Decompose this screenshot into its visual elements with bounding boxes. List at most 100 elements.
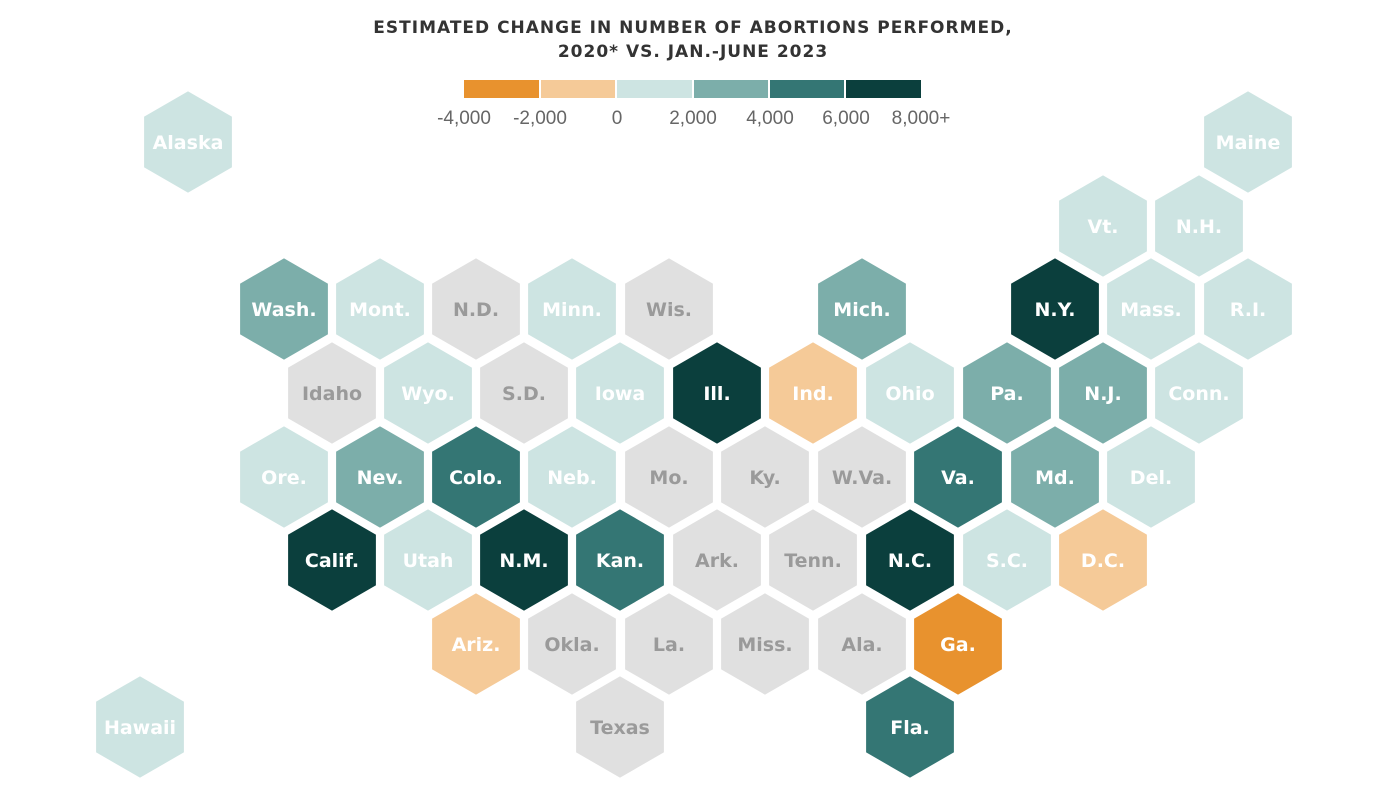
legend-tick-label: 0 [611,108,623,129]
state-label: Kan. [596,550,644,572]
state-hex-maine: Maine [1200,86,1296,198]
state-hex-shape [765,337,861,449]
state-hex-n-c: N.C. [862,504,958,616]
state-hex-utah: Utah [380,504,476,616]
state-label: N.J. [1084,383,1121,405]
state-label: Mass. [1120,299,1182,321]
state-hex-shape [524,253,620,365]
state-label: Ga. [940,634,976,656]
state-hex-md: Md. [1007,421,1103,533]
legend-tick-label: -2,000 [513,108,567,129]
state-hex-okla: Okla. [524,588,620,700]
state-label: Ill. [703,383,730,405]
state-hex-shape [236,421,332,533]
state-hex-shape [910,421,1006,533]
state-label: Ky. [749,467,780,489]
state-label: Del. [1130,467,1172,489]
legend-swatch-6 [846,80,921,98]
state-hex-mass: Mass. [1103,253,1199,365]
state-hex-shape [1055,170,1151,282]
state-hex-shape [862,337,958,449]
state-label: Alaska [153,132,224,154]
state-label: Utah [403,550,454,572]
state-label: Md. [1035,467,1075,489]
chart-title: ESTIMATED CHANGE IN NUMBER OF ABORTIONS … [0,16,1386,64]
state-label: N.M. [499,550,548,572]
state-label: Minn. [542,299,602,321]
state-label: Va. [941,467,975,489]
state-hex-shape [428,421,524,533]
state-hex-va: Va. [910,421,1006,533]
state-hex-texas: Texas [572,671,668,783]
state-hex-shape [284,504,380,616]
state-hex-shape [92,671,188,783]
state-hex-shape [1055,504,1151,616]
state-hex-s-d: S.D. [476,337,572,449]
state-hex-fla: Fla. [862,671,958,783]
state-hex-n-j: N.J. [1055,337,1151,449]
state-hex-shape [959,337,1055,449]
state-hex-shape [814,421,910,533]
state-label: S.C. [986,550,1028,572]
state-hex-conn: Conn. [1151,337,1247,449]
state-hex-mo: Mo. [621,421,717,533]
state-hex-mich: Mich. [814,253,910,365]
state-hex-iowa: Iowa [572,337,668,449]
state-label: Pa. [990,383,1023,405]
state-hex-ohio: Ohio [862,337,958,449]
state-hex-shape [524,588,620,700]
state-label: Neb. [547,467,597,489]
state-hex-shape [1103,421,1199,533]
state-hex-n-h: N.H. [1151,170,1247,282]
state-hex-shape [814,588,910,700]
state-label: W.Va. [832,467,892,489]
legend-swatch-1 [464,80,539,98]
state-hex-shape [910,588,1006,700]
legend-swatch-3 [617,80,692,98]
state-label: Iowa [595,383,646,405]
state-hex-calif: Calif. [284,504,380,616]
state-label: Wyo. [401,383,455,405]
state-label: Hawaii [104,717,176,739]
state-hex-shape [669,337,765,449]
state-hex-shape [1151,170,1247,282]
state-label: Ark. [695,550,739,572]
color-legend: -4,000 -2,000 0 2,000 4,000 6,000 8,000+ [0,80,1400,140]
state-label: Tenn. [784,550,842,572]
state-hex-ala: Ala. [814,588,910,700]
state-hex-shape [765,504,861,616]
legend-tick-label: 2,000 [669,108,717,129]
legend-tick-label: 8,000+ [891,108,951,129]
state-label: N.H. [1176,216,1222,238]
state-hex-shape [814,253,910,365]
state-hex-mont: Mont. [332,253,428,365]
state-hex-shape [1007,253,1103,365]
state-hex-ky: Ky. [717,421,813,533]
state-label: Conn. [1168,383,1229,405]
state-label: Ind. [792,383,833,405]
state-hex-wis: Wis. [621,253,717,365]
state-hex-tenn: Tenn. [765,504,861,616]
state-hex-pa: Pa. [959,337,1055,449]
state-hex-shape [621,421,717,533]
state-hex-ill: Ill. [669,337,765,449]
state-hex-shape [621,253,717,365]
state-hex-r-i: R.I. [1200,253,1296,365]
state-hex-ore: Ore. [236,421,332,533]
state-label: Fla. [890,717,930,739]
state-hex-shape [1200,253,1296,365]
chart-title-line-1: ESTIMATED CHANGE IN NUMBER OF ABORTIONS … [373,18,1013,38]
state-hex-ga: Ga. [910,588,1006,700]
state-hex-shape [332,253,428,365]
state-label: D.C. [1081,550,1125,572]
state-label: Okla. [544,634,599,656]
state-label: Miss. [737,634,792,656]
state-label: Ariz. [452,634,501,656]
state-hex-shape [959,504,1055,616]
state-hex-hawaii: Hawaii [92,671,188,783]
state-hex-shape [1055,337,1151,449]
state-hex-vt: Vt. [1055,170,1151,282]
state-hex-shape [284,337,380,449]
legend-swatch-5 [770,80,844,98]
